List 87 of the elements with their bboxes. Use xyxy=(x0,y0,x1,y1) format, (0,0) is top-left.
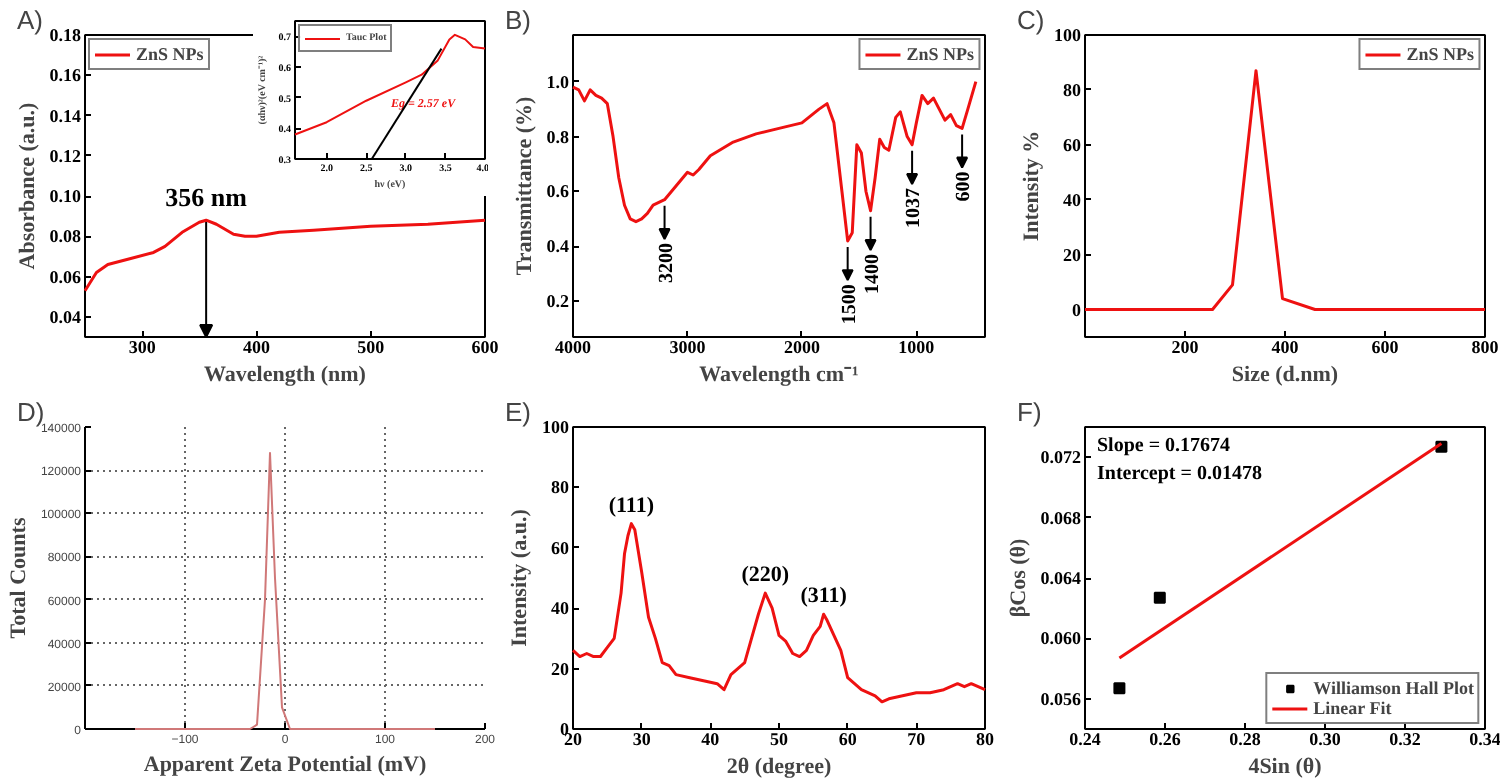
legend-label: Williamson Hall Plot xyxy=(1313,678,1474,698)
annotation: (220) xyxy=(741,563,790,588)
y-tick-label: 0.6 xyxy=(546,181,570,202)
x-tick-label: 4000 xyxy=(555,337,592,357)
x-tick-label: 0.34 xyxy=(1469,729,1500,749)
chart-title: A) xyxy=(17,5,43,35)
line-series xyxy=(294,33,486,136)
x-tick-label: 0.30 xyxy=(1309,729,1342,749)
y-tick-label: 0.072 xyxy=(1040,447,1082,468)
x-tick-label: 70 xyxy=(907,729,927,749)
x-tick-label: 3000 xyxy=(669,337,707,357)
x-axis-title: Size (d.nm) xyxy=(1231,363,1339,387)
x-tick-label: 0.24 xyxy=(1069,729,1102,749)
y-tick-label: 100 xyxy=(1054,25,1082,45)
y-tick-label: 0.8 xyxy=(546,126,570,147)
annotation: Intercept = 0.01478 xyxy=(1097,463,1262,485)
y-tick-label: 0.12 xyxy=(49,145,82,166)
annotation: (111) xyxy=(608,493,655,518)
annotation: 3200 xyxy=(655,242,678,283)
annotation: 356 nm xyxy=(165,182,248,213)
x-tick-label: 400 xyxy=(1271,337,1300,357)
x-tick-label: 0.28 xyxy=(1229,729,1262,749)
annotation: 1500 xyxy=(838,284,861,325)
y-axis-title: Intensity % xyxy=(1020,130,1044,242)
y-axis-title: Intensity (a.u.) xyxy=(508,508,532,647)
y-axis-title: Transmittance (%) xyxy=(512,96,537,276)
x-tick-label: 800 xyxy=(1471,337,1500,357)
y-tick-label: 0.064 xyxy=(1040,568,1082,588)
legend-label: ZnS NPs xyxy=(906,44,974,64)
y-tick-label: 0.4 xyxy=(546,236,570,257)
legend-label: Linear Fit xyxy=(1313,698,1392,718)
annotation: Slope = 0.17674 xyxy=(1097,435,1231,457)
x-tick-label: 1000 xyxy=(898,337,936,357)
y-tick-label: 0.2 xyxy=(546,291,570,312)
x-axis-title: Wavelength (nm) xyxy=(204,363,367,387)
y-tick-label: 0.060 xyxy=(1040,628,1082,649)
x-tick-label: 600 xyxy=(1371,337,1400,357)
x-tick-label: 50 xyxy=(770,729,789,749)
y-tick-label: 20 xyxy=(1063,244,1082,265)
y-axis-title: Total Counts xyxy=(6,516,31,639)
y-axis-title: Absorbance (a.u.) xyxy=(15,101,40,270)
x-tick-label: 80 xyxy=(976,729,995,749)
x-tick-label: 300 xyxy=(128,337,157,357)
chart-title: F) xyxy=(1017,397,1042,427)
y-tick-label: 1.0 xyxy=(546,71,570,92)
chart-title: E) xyxy=(505,397,531,427)
y-tick-label: 0.056 xyxy=(1040,688,1082,709)
x-tick-label: 40 xyxy=(701,729,721,749)
x-tick-label: 500 xyxy=(357,337,386,357)
x-tick-label: 200 xyxy=(1171,337,1200,357)
y-tick-label: 80 xyxy=(1063,79,1082,100)
chart-title: C) xyxy=(1017,5,1045,35)
y-tick-label: 0.06 xyxy=(49,266,82,287)
annotation: 1037 xyxy=(903,188,926,229)
x-tick-label: 2000 xyxy=(783,337,821,357)
x-axis-title: 4Sin (θ) xyxy=(1248,755,1323,779)
y-tick-label: 0.08 xyxy=(49,226,82,247)
x-tick-label: 60 xyxy=(838,729,858,749)
legend-label: ZnS NPs xyxy=(1406,44,1474,64)
x-axis-title: Wavelength cm⁻¹ xyxy=(699,363,859,387)
y-tick-label: 0.068 xyxy=(1040,507,1082,528)
y-tick-label: 100 xyxy=(542,417,570,437)
x-tick-label: 0.26 xyxy=(1149,729,1182,749)
x-axis-title: Apparent Zeta Potential (mV) xyxy=(143,753,427,777)
y-tick-label: 40 xyxy=(1063,189,1082,210)
chart-title: D) xyxy=(17,397,45,427)
y-tick-label: 40 xyxy=(551,598,570,619)
y-tick-label: 0.18 xyxy=(49,25,82,45)
x-tick-label: 0.32 xyxy=(1389,729,1422,749)
legend-label: ZnS NPs xyxy=(136,44,204,64)
x-tick-label: 600 xyxy=(471,337,500,357)
x-axis-title: 2θ (degree) xyxy=(726,755,832,779)
y-tick-label: 0.10 xyxy=(49,186,82,207)
y-axis-title: βCos (θ) xyxy=(1006,537,1031,618)
annotation: 1400 xyxy=(861,253,884,294)
y-tick-label: 0.14 xyxy=(49,105,82,126)
x-tick-label: 30 xyxy=(632,729,652,749)
y-tick-label: 80 xyxy=(551,477,570,498)
x-tick-label: 400 xyxy=(242,337,271,357)
annotation: (311) xyxy=(800,584,848,609)
y-tick-label: 20 xyxy=(551,658,570,679)
y-tick-label: 60 xyxy=(1063,134,1082,155)
chart-title: B) xyxy=(505,5,531,35)
y-tick-label: 0.04 xyxy=(49,306,82,327)
y-tick-label: 60 xyxy=(551,537,570,558)
y-tick-label: 0 xyxy=(1072,299,1082,320)
y-tick-label: 0.16 xyxy=(49,65,82,86)
